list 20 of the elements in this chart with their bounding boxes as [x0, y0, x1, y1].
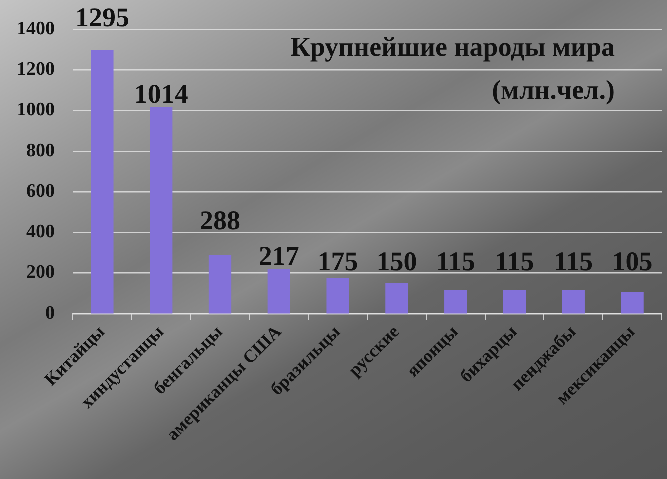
y-tick-label: 800: [26, 140, 55, 162]
y-tick-label: 1000: [17, 100, 55, 121]
data-label: 150: [376, 246, 418, 276]
data-label: 175: [318, 246, 358, 276]
y-tick-label: 0: [46, 302, 55, 324]
text: (млн.чел.): [492, 75, 615, 106]
y-tick-label: 1200: [17, 58, 55, 80]
y-tick-label: 600: [26, 180, 55, 202]
data-label: 1295: [75, 2, 130, 32]
y-tick-label: 400: [26, 222, 55, 243]
data-label: 115: [495, 246, 534, 276]
y-tick-label: 1400: [17, 18, 55, 40]
data-label: 1014: [134, 78, 188, 109]
y-tick-label: 200: [26, 262, 55, 284]
data-label: 115: [436, 246, 476, 276]
data-label: 105: [612, 246, 653, 276]
data-label: 217: [258, 240, 300, 271]
data-label: 288: [200, 206, 240, 236]
chart-title: Крупнейшие народы мира: [290, 32, 615, 63]
data-label: 115: [554, 246, 594, 276]
